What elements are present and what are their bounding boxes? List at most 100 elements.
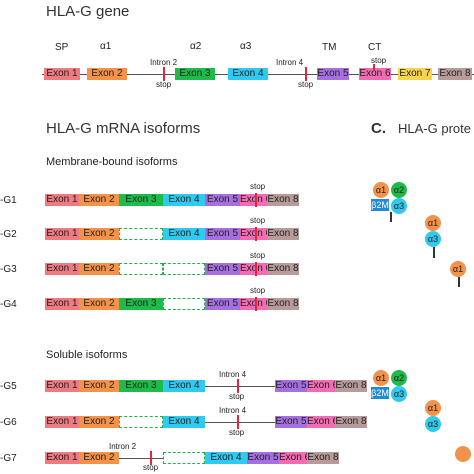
isoform-g1-label: -G1 — [0, 195, 17, 206]
g5-intron4-label: Intron 4 — [219, 370, 247, 379]
g5-protein-alpha3: α3 — [391, 386, 407, 402]
g4-exon-2: Exon 2 — [79, 298, 119, 310]
gene-exon-6: Exon 6 — [359, 68, 391, 80]
g5-exon-3: Exon 3 — [119, 380, 163, 392]
g1-exon-4: Exon 4 — [163, 194, 205, 206]
gene-intron4-stop-label: stop — [298, 80, 314, 89]
g1-exon-6: Exon 6 — [240, 194, 267, 206]
gene-exon-7: Exon 7 — [398, 68, 432, 80]
g5-intron4-line — [205, 386, 275, 387]
g4-stop-label: stop — [250, 286, 266, 295]
g6-intron4-line — [205, 422, 275, 423]
g1-protein-b2m: β2M — [371, 199, 389, 211]
isoform-g2-label: -G2 — [0, 229, 17, 240]
g4-exon-8: Exon 8 — [267, 298, 299, 310]
g7-protein-alpha1 — [455, 446, 471, 462]
soluble-isoforms-title: Soluble isoforms — [46, 349, 128, 361]
g5-exon-8: Exon 8 — [335, 380, 367, 392]
gene-ct-stop-label: stop — [371, 56, 387, 65]
g3-stop-mark — [255, 262, 257, 276]
isoform-g6-label: -G6 — [0, 417, 17, 428]
g4-exon-6: Exon 6 — [240, 298, 267, 310]
g2-exon-1: Exon 1 — [45, 228, 79, 240]
g7-exon-8: Exon 8 — [307, 452, 339, 464]
gene-exon-4: Exon 4 — [228, 68, 268, 80]
gene-intron4-stop-mark — [305, 67, 307, 81]
g6-exon-8: Exon 8 — [335, 416, 367, 428]
g2-exon-6: Exon 6 — [240, 228, 267, 240]
gene-intron4-label: Intron 4 — [276, 58, 304, 67]
g1-protein-alpha1: α1 — [373, 182, 389, 198]
g1-exon-5: Exon 5 — [205, 194, 240, 206]
isoform-g4-label: -G4 — [0, 299, 17, 310]
g5-protein-alpha2: α2 — [391, 370, 407, 386]
g5-protein-b2m: β2M — [371, 387, 389, 399]
g1-exon-2: Exon 2 — [79, 194, 119, 206]
g7-stop-mark — [150, 451, 152, 465]
gene-intron2-stop-mark — [163, 67, 165, 81]
g6-protein-alpha3: α3 — [425, 416, 441, 432]
g1-exon-3: Exon 3 — [119, 194, 163, 206]
isoform-g3-label: -G3 — [0, 264, 17, 275]
gene-intron2-label: Intron 2 — [150, 58, 178, 67]
g5-exon-4: Exon 4 — [163, 380, 205, 392]
g6-exon-1: Exon 1 — [45, 416, 79, 428]
g6-stop-mark — [237, 415, 239, 429]
g3-exon-4-spliced-out — [163, 263, 205, 275]
gene-ct-stop-mark — [373, 64, 375, 70]
g7-exon-6: Exon 6 — [279, 452, 307, 464]
gene-exon-3: Exon 3 — [175, 68, 215, 80]
g7-intron2-line — [119, 458, 163, 459]
g1-stop-label: stop — [250, 182, 266, 191]
isoform-g7-label: -G7 — [0, 453, 17, 464]
g2-exon-8: Exon 8 — [267, 228, 299, 240]
g1-stop-mark — [255, 193, 257, 207]
g2-protein-anchor — [433, 247, 435, 258]
g6-protein-alpha1: α1 — [425, 400, 441, 416]
gene-title: HLA-G gene — [46, 3, 130, 20]
g7-exon-3-spliced-out — [163, 452, 205, 464]
g2-exon-2: Exon 2 — [79, 228, 119, 240]
g7-exon-1: Exon 1 — [45, 452, 79, 464]
g6-exon-3-spliced-out — [119, 416, 163, 428]
g7-exon-5: Exon 5 — [247, 452, 279, 464]
g1-protein-alpha2: α2 — [391, 182, 407, 198]
g5-stop-mark — [237, 379, 239, 393]
g3-exon-6: Exon 6 — [240, 263, 267, 275]
g7-stop-label: stop — [143, 463, 159, 472]
g3-exon-2: Exon 2 — [79, 263, 119, 275]
g3-protein-anchor — [458, 277, 460, 287]
g1-protein-alpha3: α3 — [391, 198, 407, 214]
domain-a2-label: α2 — [190, 41, 202, 52]
g2-stop-label: stop — [250, 216, 266, 225]
g2-protein-alpha3: α3 — [425, 231, 441, 247]
g6-exon-4: Exon 4 — [163, 416, 205, 428]
g3-stop-label: stop — [250, 251, 266, 260]
g6-stop-label: stop — [229, 428, 245, 437]
g4-exon-3: Exon 3 — [119, 298, 163, 310]
gene-exon-8: Exon 8 — [438, 68, 472, 80]
g2-protein-alpha1: α1 — [425, 215, 441, 231]
domain-ct-label: CT — [368, 42, 382, 53]
g5-exon-2: Exon 2 — [79, 380, 119, 392]
g3-exon-8: Exon 8 — [267, 263, 299, 275]
g5-stop-label: stop — [229, 392, 245, 401]
g2-exon-5: Exon 5 — [205, 228, 240, 240]
g2-exon-4: Exon 4 — [163, 228, 205, 240]
g6-exon-5: Exon 5 — [275, 416, 307, 428]
isoform-g5-label: -G5 — [0, 381, 17, 392]
protein-panel-letter: C. — [371, 120, 386, 137]
g5-exon-1: Exon 1 — [45, 380, 79, 392]
protein-panel-title: HLA-G prote — [398, 121, 471, 136]
g6-exon-2: Exon 2 — [79, 416, 119, 428]
domain-tm-label: TM — [322, 42, 337, 53]
g3-exon-5: Exon 5 — [205, 263, 240, 275]
g2-exon-3-spliced-out — [119, 228, 163, 240]
gene-exon-2: Exon 2 — [87, 68, 127, 80]
g4-stop-mark — [255, 297, 257, 311]
g4-exon-5: Exon 5 — [205, 298, 240, 310]
gene-intron2-stop-label: stop — [156, 80, 172, 89]
mrna-title: HLA-G mRNA isoforms — [46, 120, 201, 137]
g3-exon-3-spliced-out — [119, 263, 163, 275]
g1-exon-1: Exon 1 — [45, 194, 79, 206]
